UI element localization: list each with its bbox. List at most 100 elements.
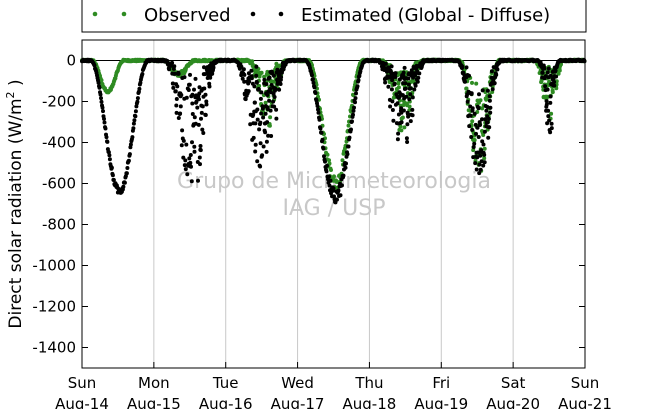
data-point (198, 162, 202, 167)
data-point (317, 117, 322, 122)
data-point (105, 139, 110, 144)
data-point (415, 79, 420, 84)
data-point (265, 120, 270, 125)
data-point (327, 158, 331, 163)
data-point (255, 117, 260, 122)
data-point (125, 166, 130, 170)
data-point (253, 142, 258, 147)
data-point (254, 73, 259, 78)
data-point (198, 148, 203, 153)
data-point (176, 71, 181, 76)
data-point (197, 155, 202, 160)
data-point (407, 97, 412, 102)
data-point (175, 84, 180, 89)
data-point (556, 71, 561, 76)
data-point (406, 82, 411, 87)
data-point (178, 104, 183, 109)
data-point (263, 130, 268, 135)
data-point (482, 146, 487, 151)
data-point (477, 162, 482, 167)
data-point (253, 121, 258, 126)
x-tick-label-date: Aug-18 (343, 395, 397, 409)
data-point (470, 106, 475, 111)
data-point (210, 71, 215, 76)
data-point (196, 122, 201, 127)
data-point (324, 169, 329, 174)
data-point (547, 118, 552, 123)
data-point (197, 85, 202, 90)
data-point (254, 80, 259, 85)
data-point (172, 71, 177, 76)
data-point (202, 86, 207, 91)
data-point (248, 122, 253, 127)
data-point (540, 70, 545, 75)
data-point (403, 86, 408, 91)
data-point (349, 127, 353, 132)
data-point (130, 135, 135, 140)
data-point (133, 109, 138, 114)
data-point (121, 184, 126, 189)
data-point (255, 107, 260, 112)
data-point (316, 110, 321, 115)
data-point (544, 99, 549, 104)
data-point (346, 123, 351, 128)
data-point (386, 84, 391, 89)
data-point (553, 68, 558, 73)
data-point (269, 134, 274, 138)
data-point (494, 72, 499, 77)
y-tick-label: -1200 (32, 298, 76, 316)
data-point (188, 72, 192, 77)
y-axis-label-tail: ) (6, 79, 26, 91)
data-point (557, 68, 562, 73)
data-point (408, 86, 413, 91)
data-point (178, 111, 183, 116)
data-point (134, 104, 139, 109)
data-point (184, 142, 189, 147)
data-point (249, 76, 254, 81)
data-point (199, 110, 204, 115)
data-point (124, 171, 129, 176)
data-point (137, 86, 142, 91)
data-point (552, 80, 557, 84)
data-point (467, 73, 471, 78)
data-point (251, 112, 256, 117)
data-point (473, 161, 478, 166)
data-point (196, 178, 200, 183)
data-point (312, 85, 317, 90)
x-tick-label-weekday: Sun (571, 374, 600, 392)
data-point (243, 97, 248, 102)
data-point (328, 178, 333, 183)
y-tick-label: 0 (66, 52, 76, 70)
data-point (267, 75, 272, 80)
data-point (252, 100, 257, 105)
data-point (271, 91, 276, 96)
data-point (546, 114, 551, 119)
data-point (247, 79, 252, 84)
data-point (478, 167, 483, 172)
data-point (190, 140, 194, 145)
x-tick-label-date: Aug-15 (127, 395, 181, 409)
data-point (399, 128, 404, 133)
data-point (392, 81, 397, 86)
data-point (174, 110, 179, 115)
data-point (261, 115, 266, 120)
data-point (263, 100, 268, 105)
data-point (323, 159, 327, 164)
data-point (250, 59, 255, 64)
data-point (469, 135, 474, 139)
data-point (482, 160, 487, 165)
data-point (321, 146, 326, 151)
data-point (181, 155, 186, 160)
legend: Observed Estimated (Global - Diffuse) (81, 0, 587, 33)
data-point (406, 114, 411, 119)
data-point (188, 160, 193, 165)
data-point (207, 84, 212, 89)
data-point (258, 120, 263, 125)
data-point (403, 81, 408, 86)
data-point (101, 109, 105, 114)
data-point (176, 116, 181, 120)
data-point (549, 121, 554, 126)
plot-area (82, 40, 585, 368)
data-point (548, 130, 553, 135)
data-point (99, 96, 103, 101)
